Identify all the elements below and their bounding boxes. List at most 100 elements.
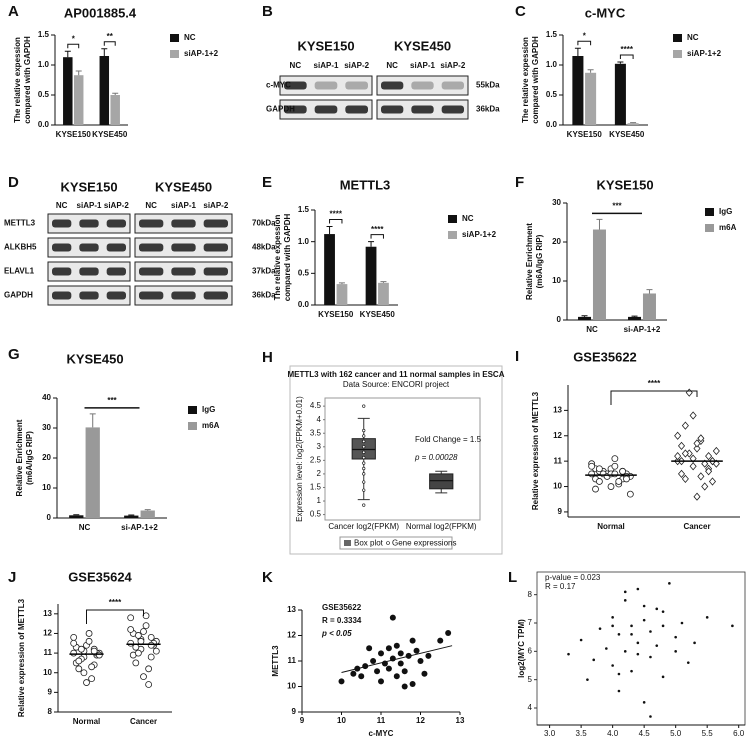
y-axis-label: The relative expession bbox=[13, 37, 22, 123]
y-tick-label: 9 bbox=[48, 687, 53, 696]
legend-label: m6A bbox=[202, 421, 220, 430]
gene-point bbox=[362, 488, 366, 492]
sig-bracket bbox=[103, 41, 116, 46]
box-annotation: p = 0.00028 bbox=[414, 453, 458, 462]
data-point bbox=[636, 587, 640, 591]
gene-point bbox=[362, 480, 366, 484]
size-label: 36kDa bbox=[252, 291, 276, 300]
data-point bbox=[409, 680, 416, 687]
lane-label: NC bbox=[386, 61, 398, 70]
blot-frame bbox=[279, 75, 373, 96]
panel-letter: E bbox=[262, 174, 272, 191]
x-tick-label: 5.0 bbox=[670, 729, 682, 738]
band bbox=[171, 243, 196, 252]
y-axis-label: METTL3 bbox=[271, 645, 280, 677]
data-point bbox=[630, 624, 633, 628]
data-point bbox=[689, 462, 697, 471]
plot-frame bbox=[536, 571, 746, 726]
data-point bbox=[617, 672, 621, 676]
gene-point bbox=[362, 450, 366, 454]
sig-label: ** bbox=[107, 32, 114, 41]
y-axis-label: The relative expession bbox=[521, 37, 530, 123]
y-tick-label: 0.5 bbox=[38, 90, 50, 99]
bar bbox=[69, 515, 84, 518]
y-tick-label: 0 bbox=[557, 315, 562, 324]
error-bar bbox=[631, 315, 638, 317]
y-tick-label: 2.5 bbox=[310, 455, 322, 464]
y-tick-label: 6 bbox=[528, 646, 533, 655]
y-tick-label: 12 bbox=[43, 629, 52, 638]
data-point bbox=[642, 701, 646, 704]
data-point bbox=[127, 614, 135, 622]
band bbox=[314, 105, 338, 114]
y-axis-label: (m6A/IgG RIP) bbox=[25, 431, 34, 485]
y-tick-label: 8 bbox=[528, 590, 533, 599]
sig-label: **** bbox=[621, 45, 634, 54]
band bbox=[203, 219, 228, 228]
band bbox=[139, 243, 164, 252]
band bbox=[52, 243, 72, 252]
y-tick-label: 8 bbox=[48, 707, 53, 716]
y-tick-label: 13 bbox=[287, 605, 296, 614]
error-bar bbox=[326, 225, 333, 235]
data-point bbox=[145, 665, 153, 673]
x-tick-label: KYSE150 bbox=[56, 130, 92, 139]
error-bar bbox=[581, 315, 588, 317]
error-bar bbox=[144, 509, 151, 511]
panel-letter: J bbox=[8, 569, 16, 586]
data-point bbox=[611, 616, 614, 619]
legend-marker bbox=[386, 541, 390, 545]
data-point bbox=[142, 622, 150, 629]
y-axis-label: Relative expression of METTL3 bbox=[531, 391, 540, 510]
sig-label: * bbox=[72, 34, 76, 43]
cell-line: KYSE450 bbox=[155, 179, 212, 194]
y-tick-label: 1.5 bbox=[546, 30, 558, 39]
x-tick-label: NC bbox=[586, 325, 598, 334]
error-bar bbox=[89, 413, 96, 428]
data-point bbox=[693, 492, 701, 501]
panel-letter: F bbox=[515, 174, 524, 191]
legend-label: siAP-1+2 bbox=[184, 49, 219, 58]
legend-swatch bbox=[673, 50, 682, 58]
legend-swatch bbox=[448, 231, 457, 239]
x-tick-label: 4.0 bbox=[607, 729, 619, 738]
lane-label: siAP-1 bbox=[77, 201, 102, 210]
data-point bbox=[586, 678, 589, 681]
legend-label: NC bbox=[462, 214, 474, 223]
y-axis-label: Relative Enrichment bbox=[525, 223, 534, 300]
data-point bbox=[674, 635, 677, 639]
cell-line: KYSE450 bbox=[394, 38, 451, 53]
panel-letter: K bbox=[262, 569, 273, 586]
data-point bbox=[393, 673, 400, 680]
data-point bbox=[661, 624, 665, 628]
band bbox=[284, 105, 307, 114]
x-tick-label: Normal bbox=[597, 522, 625, 531]
data-point bbox=[708, 477, 717, 486]
data-point bbox=[80, 669, 88, 677]
error-bar bbox=[112, 92, 119, 95]
legend-label: siAP-1+2 bbox=[462, 230, 497, 239]
data-point bbox=[630, 633, 633, 636]
lane-label: siAP-2 bbox=[104, 201, 129, 210]
band bbox=[314, 81, 338, 90]
legend-swatch bbox=[448, 215, 457, 223]
x-tick-label: KYSE150 bbox=[567, 130, 603, 139]
annotation: p < 0.05 bbox=[321, 629, 352, 638]
data-point bbox=[697, 434, 705, 443]
y-tick-label: 11 bbox=[288, 656, 297, 665]
error-bar bbox=[338, 282, 345, 285]
data-point bbox=[685, 388, 693, 397]
legend-label: IgG bbox=[719, 207, 732, 216]
data-point bbox=[681, 449, 689, 458]
y-tick-label: 13 bbox=[43, 609, 52, 618]
y-tick-label: 0.0 bbox=[298, 300, 310, 309]
data-point bbox=[697, 472, 705, 481]
data-point bbox=[88, 675, 96, 683]
y-tick-label: 12 bbox=[287, 631, 296, 640]
x-tick-label: Normal log2(FPKM) bbox=[406, 522, 477, 531]
band bbox=[381, 105, 404, 114]
chart-title: KYSE450 bbox=[66, 351, 123, 366]
y-axis-label: The relative expession bbox=[273, 214, 282, 300]
y-tick-label: 4 bbox=[317, 415, 322, 424]
y-axis-label: Expression level: log2(FPKM+0.01) bbox=[295, 396, 304, 522]
